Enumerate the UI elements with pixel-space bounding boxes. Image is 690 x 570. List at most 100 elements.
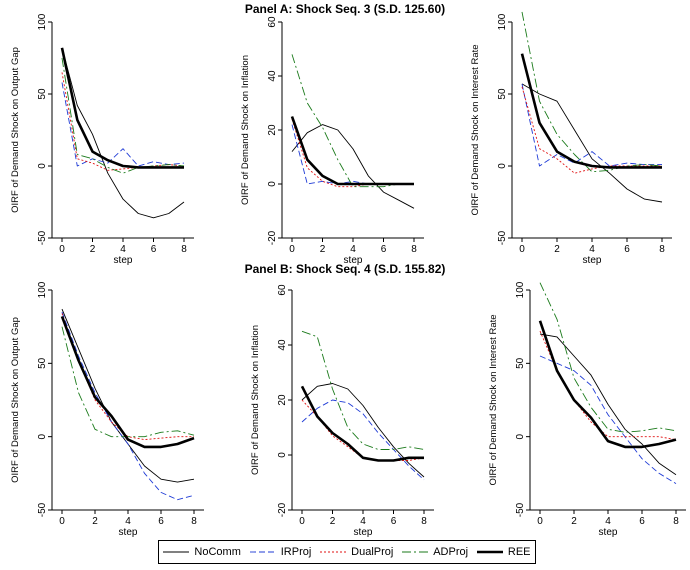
x-tick-label: 4	[589, 244, 595, 255]
legend-item-dualproj: DualProj	[320, 546, 393, 558]
panel-a-title: Panel A: Shock Seq. 3 (S.D. 125.60)	[244, 2, 446, 16]
series-line-dualproj	[301, 399, 425, 461]
series-line-nocomm	[539, 333, 677, 476]
x-tick-label: 2	[92, 516, 98, 527]
y-axis-title: OIRF of Demand Shock on Inflation	[240, 55, 251, 205]
x-tick-label: 0	[299, 516, 305, 527]
y-tick-label: 100	[515, 281, 526, 298]
y-tick-label: -50	[37, 502, 48, 517]
y-tick-label: 0	[267, 181, 278, 187]
y-tick-label: 40	[277, 339, 288, 351]
series-line-ree	[300, 385, 424, 462]
x-axis-title: step	[114, 255, 133, 266]
x-tick-label: 4	[125, 516, 131, 527]
y-tick-label: 50	[515, 357, 526, 369]
series-line-nocomm	[61, 308, 195, 483]
y-tick-label: -50	[515, 502, 526, 517]
y-tick-label: 0	[515, 433, 526, 439]
x-tick-label: 8	[659, 244, 665, 255]
legend-item-ree: REE	[476, 546, 531, 558]
y-axis-title: OIRF of Demand Shock on Interest Rate	[488, 314, 499, 485]
legend-label-nocomm: NoComm	[194, 546, 241, 558]
y-tick-label: -50	[37, 230, 48, 245]
x-tick-label: 8	[421, 516, 427, 527]
chart-2: -50 0 50 100 0 2 4 6 8 step OIRF of Demand Shock o…	[470, 11, 672, 266]
x-tick-label: 2	[554, 244, 560, 255]
series-line-ree	[290, 116, 414, 186]
x-tick-label: 6	[381, 244, 387, 255]
x-tick-label: 2	[320, 244, 326, 255]
x-tick-label: 8	[411, 244, 417, 255]
legend-label-dualproj: DualProj	[351, 546, 394, 558]
y-axis-title: OIRF of Demand Shock on Output Gap	[10, 47, 21, 213]
legend: NoComm IRProj DualProj ADProj REE	[158, 540, 536, 564]
x-axis-title: step	[354, 527, 373, 538]
x-tick-label: 0	[289, 244, 295, 255]
x-tick-label: 0	[59, 244, 65, 255]
x-tick-label: 0	[59, 516, 65, 527]
y-axis-title: OIRF of Demand Shock on Interest Rate	[470, 44, 481, 215]
series-line-ree	[520, 53, 662, 169]
panel-b-title: Panel B: Shock Seq. 4 (S.D. 155.82)	[244, 262, 446, 276]
y-tick-label: 20	[277, 394, 288, 406]
series-line-nocomm	[291, 124, 415, 209]
y-tick-label: 50	[497, 88, 508, 100]
x-tick-label: 4	[350, 244, 356, 255]
series-line-adproj	[539, 282, 677, 433]
y-tick-label: -50	[497, 230, 508, 245]
chart-4: -20 0 20 40 60 0 2 4 6 8 step OIRF of Demand Shock …	[250, 284, 434, 538]
y-tick-label: -20	[277, 502, 288, 517]
x-tick-label: 2	[90, 244, 96, 255]
y-tick-label: 50	[37, 357, 48, 369]
series-line-ree	[60, 315, 195, 449]
series-line-irproj	[301, 399, 425, 481]
chart-3: -50 0 50 100 0 2 4 6 8 step OIRF of Demand Shock o…	[10, 281, 204, 538]
y-tick-label: 60	[267, 16, 278, 28]
chart-1: -20 0 20 40 60 0 2 4 6 8 step OIRF of Demand Shock …	[240, 16, 424, 266]
y-tick-label: 60	[277, 284, 288, 296]
x-axis-title: step	[583, 255, 602, 266]
x-tick-label: 4	[360, 516, 366, 527]
legend-label-adproj: ADProj	[433, 546, 469, 558]
series-line-dualproj	[291, 119, 414, 188]
y-tick-label: 0	[37, 433, 48, 439]
y-tick-label: 40	[267, 70, 278, 82]
y-tick-label: 20	[267, 124, 278, 136]
series-line-ree	[60, 47, 184, 169]
y-tick-label: 100	[497, 13, 508, 30]
x-tick-label: 6	[639, 516, 645, 527]
x-tick-label: 0	[519, 244, 525, 255]
legend-label-irproj: IRProj	[280, 546, 312, 558]
x-tick-label: 2	[571, 516, 577, 527]
chart-0: -50 0 50 100 0 2 4 6 8 step OIRF of Demand Shock o…	[10, 13, 194, 266]
legend-item-adproj: ADProj	[402, 546, 468, 558]
series-line-irproj	[291, 124, 414, 185]
legend-swatch-ree	[476, 550, 503, 554]
y-tick-label: 0	[37, 163, 48, 169]
legend-swatch-irproj	[249, 551, 276, 553]
chart-5: -50 0 50 100 0 2 4 6 8 step OIRF of Demand Shock o…	[488, 281, 686, 538]
legend-item-nocomm: NoComm	[163, 546, 241, 558]
series-line-adproj	[291, 54, 414, 188]
legend-item-irproj: IRProj	[249, 546, 312, 558]
series-line-irproj	[61, 311, 195, 501]
x-axis-title: step	[599, 527, 618, 538]
x-tick-label: 8	[673, 516, 679, 527]
x-tick-label: 0	[537, 516, 543, 527]
y-tick-label: -20	[267, 230, 278, 245]
oirf-figure: -50 0 50 100 0 2 4 6 8 step OIRF of Demand Shock o…	[10, 11, 686, 538]
x-tick-label: 6	[391, 516, 397, 527]
series-line-ree	[538, 320, 677, 449]
legend-swatch-nocomm	[163, 551, 190, 553]
series-line-adproj	[61, 57, 185, 174]
series-line-dualproj	[521, 86, 662, 174]
x-tick-label: 8	[181, 244, 187, 255]
y-tick-label: 100	[37, 13, 48, 30]
y-tick-label: 0	[277, 452, 288, 458]
series-line-nocomm	[521, 83, 663, 203]
series-line-adproj	[301, 330, 425, 450]
x-tick-label: 6	[624, 244, 630, 255]
x-tick-label: 6	[158, 516, 164, 527]
y-tick-label: 50	[37, 88, 48, 100]
y-tick-label: 0	[497, 163, 508, 169]
